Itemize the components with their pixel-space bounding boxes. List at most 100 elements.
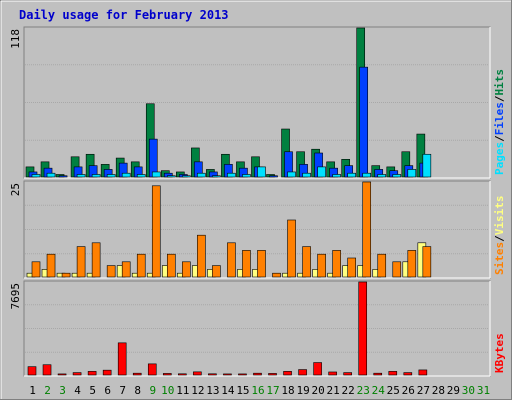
- bar-sites-day-7: [121, 261, 131, 278]
- bar-pages-day-6: [106, 174, 116, 178]
- panel-sites-visits: 25 Sites/Visits: [9, 180, 506, 279]
- bar-kbytes-day-16: [253, 372, 262, 376]
- bar-pages-day-19: [302, 172, 311, 178]
- bar-kbytes-day-2: [42, 364, 52, 376]
- bar-sites-day-8: [136, 253, 146, 278]
- bar-kbytes-day-7: [117, 342, 127, 376]
- legend-entry: /: [493, 135, 506, 142]
- bar-kbytes-day-14: [223, 373, 232, 376]
- bar-pages-day-18: [287, 171, 296, 178]
- x-tick-label-day-23: 23: [357, 384, 370, 397]
- bar-kbytes-day-15: [238, 373, 247, 376]
- bar-kbytes-day-12: [193, 371, 202, 376]
- x-tick-label-day-17: 17: [266, 384, 279, 397]
- bar-pages-day-21: [332, 174, 341, 178]
- bar-kbytes-day-26: [403, 372, 413, 376]
- bar-kbytes-day-4: [72, 372, 82, 376]
- bar-pages-day-22: [347, 172, 356, 178]
- x-tick-label-day-14: 14: [221, 384, 235, 397]
- bar-kbytes-day-11: [178, 373, 187, 376]
- bar-kbytes-day-13: [208, 373, 217, 376]
- x-tick-label-day-24: 24: [372, 384, 386, 397]
- bar-pages-day-4: [76, 174, 86, 178]
- bar-pages-day-20: [317, 166, 326, 178]
- bar-sites-day-22: [347, 257, 356, 278]
- chart-title: Daily usage for February 2013: [19, 8, 229, 22]
- bar-sites-day-15: [242, 250, 251, 278]
- x-tick-label-day-21: 21: [327, 384, 340, 397]
- bar-sites-day-10: [166, 253, 176, 278]
- bar-kbytes-day-3: [57, 373, 67, 376]
- bar-kbytes-day-24: [373, 372, 383, 376]
- x-tick-label-day-1: 1: [29, 384, 36, 397]
- bar-kbytes-day-27: [418, 369, 428, 376]
- legend-entry: Visits: [493, 196, 506, 236]
- bar-sites-day-17: [272, 272, 281, 278]
- bar-kbytes-day-23: [358, 281, 368, 376]
- legend-entry: Hits: [493, 69, 506, 96]
- x-tick-label-day-4: 4: [74, 384, 81, 397]
- bar-pages-day-5: [91, 174, 101, 178]
- bar-sites-day-14: [227, 242, 236, 278]
- legend-entry: KBytes: [493, 333, 506, 373]
- bar-pages-day-13: [212, 175, 221, 178]
- bar-sites-day-1: [31, 261, 41, 278]
- bar-pages-day-1: [31, 174, 41, 178]
- bar-sites-day-9: [151, 185, 161, 278]
- bar-pages-day-7: [121, 172, 131, 178]
- x-axis-labels: 1 2 3 4 5 6 7 8 9 10 11 12 13 14 15 16 17 18 19 20 21 22 23 24 2…: [29, 384, 490, 397]
- x-tick-label-day-12: 12: [191, 384, 204, 397]
- bar-kbytes-day-9: [147, 363, 157, 376]
- bar-kbytes-day-25: [388, 371, 398, 376]
- bar-sites-day-27: [422, 246, 432, 278]
- x-tick-label-day-31: 31: [477, 384, 490, 397]
- bar-files-day-9: [148, 138, 158, 178]
- bar-pages-day-9: [151, 171, 161, 178]
- bar-sites-day-6: [106, 265, 116, 278]
- series-legend: Pages/Files/Hits: [493, 69, 506, 175]
- legend-entry: /: [493, 95, 506, 102]
- bar-kbytes-day-10: [162, 373, 172, 376]
- bar-pages-day-2: [46, 172, 56, 178]
- bar-kbytes-day-8: [132, 372, 142, 376]
- bar-kbytes-day-6: [102, 369, 112, 376]
- bar-sites-day-24: [377, 253, 387, 278]
- bar-pages-day-15: [242, 174, 251, 178]
- x-tick-label-day-6: 6: [104, 384, 111, 397]
- bar-sites-day-3: [61, 272, 71, 278]
- bar-pages-day-25: [392, 174, 402, 178]
- x-tick-label-day-20: 20: [311, 384, 324, 397]
- x-tick-label-day-16: 16: [251, 384, 264, 397]
- x-tick-label-day-19: 19: [296, 384, 309, 397]
- bar-kbytes-day-1: [27, 366, 37, 376]
- bar-pages-day-10: [166, 175, 176, 178]
- x-tick-label-day-27: 27: [417, 384, 430, 397]
- legend-entry: Pages: [493, 142, 506, 175]
- x-tick-label-day-9: 9: [149, 384, 156, 397]
- bar-files-day-23: [359, 66, 369, 178]
- x-tick-label-day-28: 28: [432, 384, 445, 397]
- bar-kbytes-day-19: [298, 369, 307, 376]
- bar-sites-day-12: [197, 234, 206, 278]
- bar-files-day-3: [58, 175, 68, 178]
- bar-kbytes-day-18: [283, 371, 292, 376]
- bar-kbytes-day-5: [87, 371, 97, 376]
- bar-kbytes-day-21: [328, 371, 337, 376]
- series-legend: KBytes: [493, 333, 506, 373]
- bar-pages-day-24: [377, 174, 387, 178]
- bar-sites-day-4: [76, 246, 86, 278]
- bar-sites-day-18: [287, 219, 296, 278]
- bar-kbytes-day-22: [343, 372, 352, 376]
- x-tick-label-day-15: 15: [236, 384, 249, 397]
- bar-sites-day-26: [407, 250, 417, 278]
- legend-entry: /: [493, 235, 506, 242]
- x-tick-label-day-10: 10: [161, 384, 174, 397]
- bar-kbytes-day-17: [268, 373, 277, 376]
- bar-sites-day-19: [302, 246, 311, 278]
- y-max-label: 25: [9, 183, 22, 196]
- panel-kbytes: 7695 KBytes: [9, 280, 506, 377]
- bar-sites-day-16: [257, 250, 266, 278]
- x-tick-label-day-11: 11: [176, 384, 189, 397]
- bar-sites-day-2: [46, 253, 56, 278]
